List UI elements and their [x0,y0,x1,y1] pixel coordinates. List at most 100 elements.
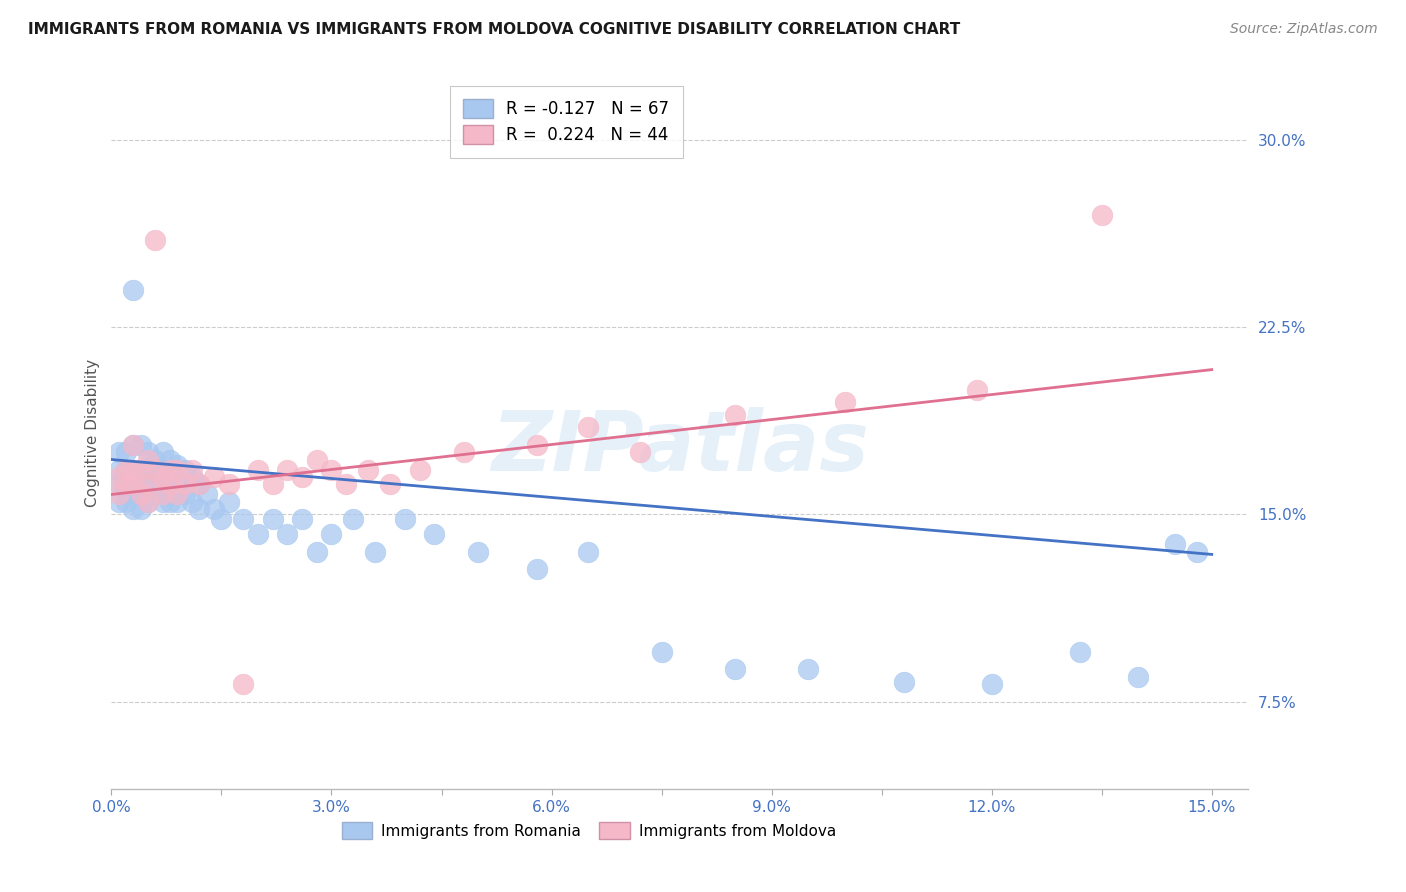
Point [173,487,195,501]
Point [115,462,138,476]
Point [115,495,138,509]
Point [335,477,357,491]
Point [188,477,211,491]
Point [107,495,129,509]
Point [202,470,225,484]
Point [136,445,159,459]
Point [107,470,129,484]
Point [1069,645,1091,659]
Point [136,495,159,509]
Point [152,470,174,484]
Point [115,462,138,476]
Point [321,527,343,541]
Point [724,408,747,422]
Point [136,477,159,491]
Point [152,483,174,497]
Point [834,395,856,409]
Point [218,477,240,491]
Point [107,462,129,476]
Point [357,462,380,476]
Point [966,383,988,397]
Point [893,674,915,689]
Point [342,512,364,526]
Point [291,512,314,526]
Point [526,562,548,576]
Point [423,527,446,541]
Point [166,462,188,476]
Point [181,462,204,476]
Point [628,445,651,459]
Point [166,458,188,472]
Point [166,477,188,491]
Point [145,462,167,476]
Point [291,470,314,484]
Point [152,445,174,459]
Point [408,462,430,476]
Point [129,462,152,476]
Point [202,502,225,516]
Point [152,495,174,509]
Point [651,645,673,659]
Point [181,495,204,509]
Text: ZIPatlas: ZIPatlas [491,407,869,488]
Point [129,437,152,451]
Point [159,462,181,476]
Point [1185,545,1208,559]
Point [276,462,298,476]
Point [122,487,145,501]
Point [129,487,152,501]
Point [276,527,298,541]
Point [364,545,387,559]
Point [122,477,145,491]
Point [107,487,129,501]
Point [129,502,152,516]
Point [129,462,152,476]
Point [173,477,195,491]
Point [453,445,475,459]
Point [122,502,145,516]
Point [526,437,548,451]
Point [305,545,328,559]
Point [122,462,145,476]
Point [152,462,174,476]
Y-axis label: Cognitive Disability: Cognitive Disability [86,359,100,508]
Point [136,495,159,509]
Point [797,662,820,676]
Point [115,445,138,459]
Point [166,487,188,501]
Point [122,470,145,484]
Point [232,677,254,691]
Point [122,437,145,451]
Point [262,512,284,526]
Point [321,462,343,476]
Point [980,677,1002,691]
Point [1164,537,1187,551]
Point [145,452,167,467]
Point [152,487,174,501]
Point [159,452,181,467]
Point [107,445,129,459]
Point [247,527,270,541]
Point [115,477,138,491]
Point [195,487,218,501]
Point [724,662,747,676]
Text: IMMIGRANTS FROM ROMANIA VS IMMIGRANTS FROM MOLDOVA COGNITIVE DISABILITY CORRELAT: IMMIGRANTS FROM ROMANIA VS IMMIGRANTS FR… [28,22,960,37]
Point [145,233,167,247]
Point [145,470,167,484]
Point [136,462,159,476]
Point [209,512,232,526]
Point [247,462,270,476]
Point [305,452,328,467]
Point [576,420,599,434]
Point [122,283,145,297]
Point [218,495,240,509]
Point [159,477,181,491]
Point [145,487,167,501]
Point [159,477,181,491]
Point [115,483,138,497]
Point [394,512,416,526]
Point [576,545,599,559]
Point [262,477,284,491]
Point [166,495,188,509]
Point [1091,208,1114,222]
